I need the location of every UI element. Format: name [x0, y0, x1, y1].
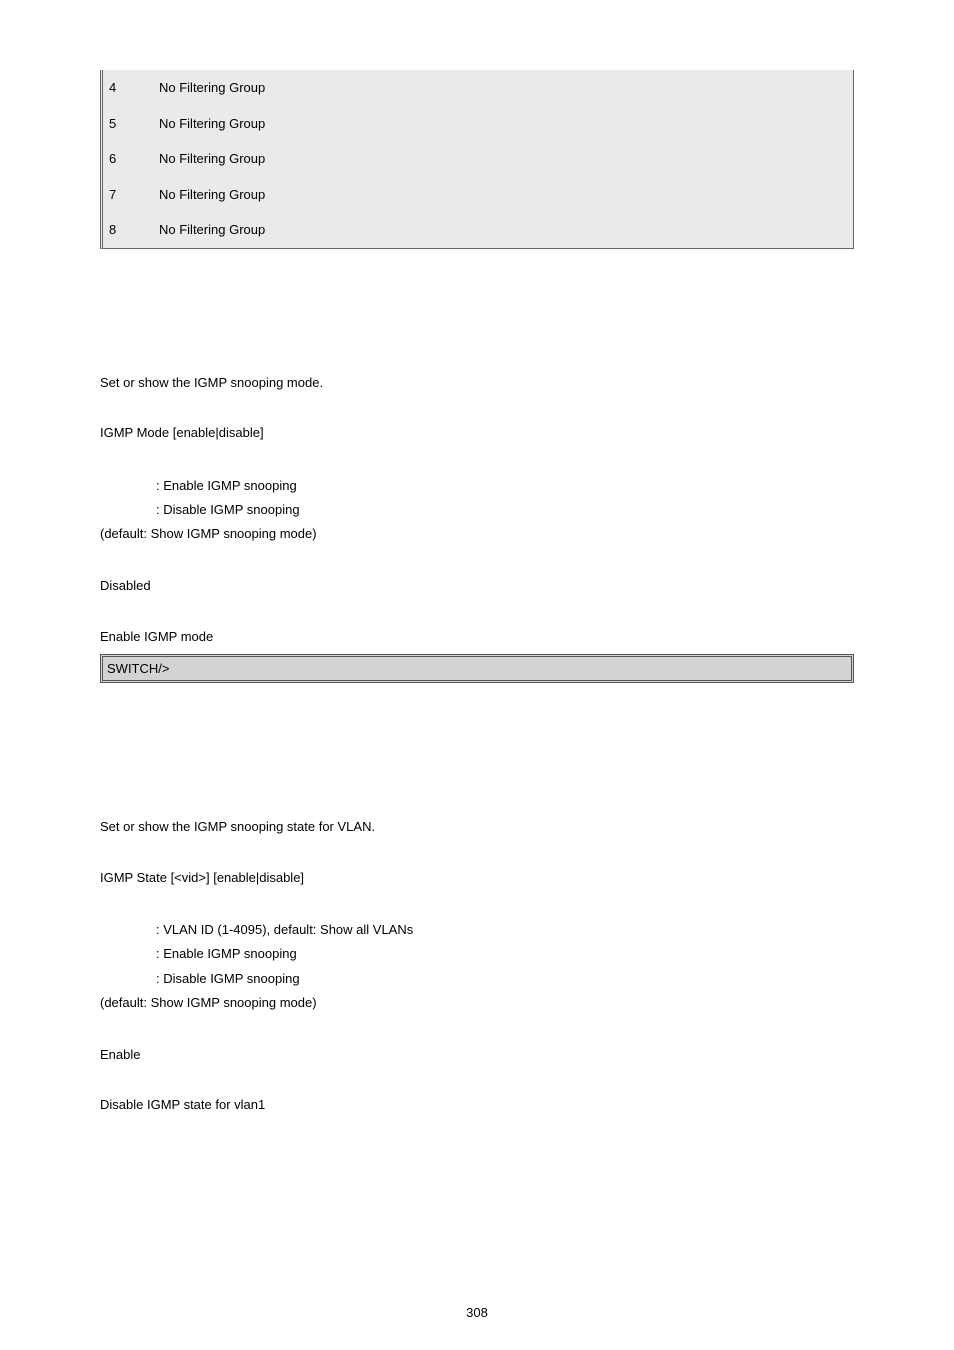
table-row: 6 No Filtering Group — [103, 141, 853, 177]
command-box: SWITCH/> — [100, 654, 854, 683]
table-row: 8 No Filtering Group — [103, 212, 853, 248]
filter-text: No Filtering Group — [153, 106, 853, 142]
filter-id: 7 — [103, 177, 153, 213]
param-enable: : Enable IGMP snooping — [100, 474, 854, 498]
table-row: 5 No Filtering Group — [103, 106, 853, 142]
igmp-state-parameters: : VLAN ID (1-4095), default: Show all VL… — [100, 918, 854, 1014]
param-default: (default: Show IGMP snooping mode) — [100, 522, 854, 546]
vertical-spacer — [100, 683, 854, 803]
filter-text: No Filtering Group — [153, 141, 853, 177]
igmp-state-default: Enable — [100, 1045, 854, 1066]
filter-id: 5 — [103, 106, 153, 142]
igmp-state-syntax: IGMP State [<vid>] [enable|disable] — [100, 868, 854, 889]
page-number: 308 — [0, 1305, 954, 1320]
igmp-mode-parameters: : Enable IGMP snooping : Disable IGMP sn… — [100, 474, 854, 546]
table-row: 7 No Filtering Group — [103, 177, 853, 213]
vertical-spacer — [100, 249, 854, 359]
table-row: 4 No Filtering Group — [103, 70, 853, 106]
filter-text: No Filtering Group — [153, 177, 853, 213]
filter-id: 6 — [103, 141, 153, 177]
param-default: (default: Show IGMP snooping mode) — [100, 991, 854, 1015]
param-disable: : Disable IGMP snooping — [100, 967, 854, 991]
param-enable: : Enable IGMP snooping — [100, 942, 854, 966]
igmp-state-example-label: Disable IGMP state for vlan1 — [100, 1095, 854, 1116]
filter-table: 4 No Filtering Group 5 No Filtering Grou… — [103, 70, 853, 248]
igmp-mode-description: Set or show the IGMP snooping mode. — [100, 373, 854, 394]
param-vid: : VLAN ID (1-4095), default: Show all VL… — [100, 918, 854, 942]
filter-text: No Filtering Group — [153, 212, 853, 248]
page-container: 4 No Filtering Group 5 No Filtering Grou… — [0, 0, 954, 1350]
filter-table-wrap: 4 No Filtering Group 5 No Filtering Grou… — [100, 70, 854, 249]
filter-text: No Filtering Group — [153, 70, 853, 106]
param-disable: : Disable IGMP snooping — [100, 498, 854, 522]
igmp-mode-syntax: IGMP Mode [enable|disable] — [100, 423, 854, 444]
igmp-mode-example-label: Enable IGMP mode — [100, 627, 854, 648]
command-text: SWITCH/> — [107, 661, 169, 676]
filter-id: 8 — [103, 212, 153, 248]
igmp-state-description: Set or show the IGMP snooping state for … — [100, 817, 854, 838]
filter-id: 4 — [103, 70, 153, 106]
igmp-mode-default: Disabled — [100, 576, 854, 597]
